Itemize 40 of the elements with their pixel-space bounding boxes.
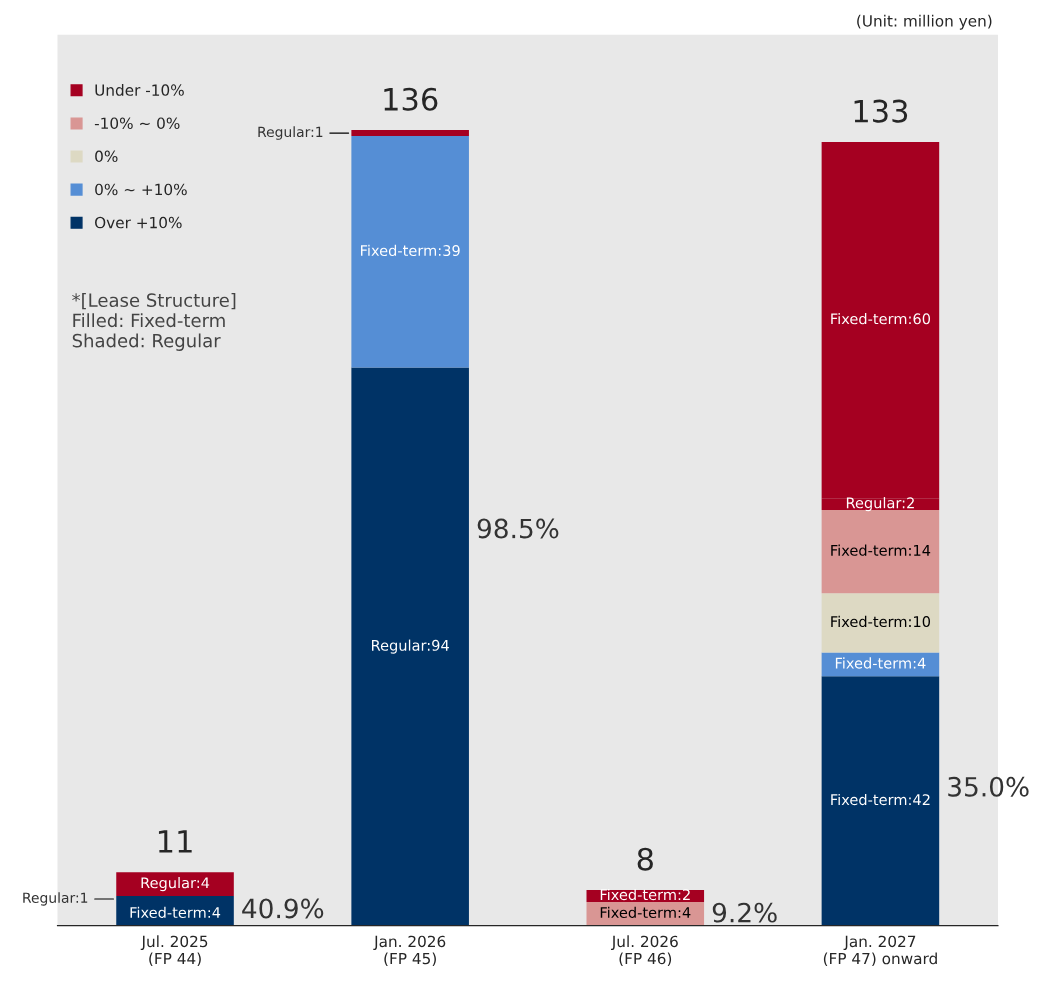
total-label: 136: [384, 87, 438, 111]
legend-label: 0% ~ +10%: [95, 183, 187, 196]
data-label: Regular:2: [846, 497, 914, 512]
data-label: Fixed-term:4: [130, 906, 221, 919]
bar: [351, 136, 469, 368]
legend-label: Over +10%: [95, 216, 182, 229]
bar: [821, 510, 940, 594]
data-label: Regular:1: [23, 892, 88, 906]
bar: [116, 872, 234, 896]
bar: [351, 367, 469, 926]
total-label: 8: [637, 847, 653, 871]
x-tick-label: Jul. 2025 (FP 44): [140, 935, 208, 967]
bar: [351, 130, 469, 137]
bar: [821, 593, 940, 653]
annotation: 9.2%: [712, 902, 777, 923]
data-label: Fixed-term:10: [831, 615, 931, 628]
data-label: Fixed-term:2: [600, 888, 690, 901]
legend-label: Under -10%: [95, 84, 184, 96]
x-tick-label: Jul. 2026 (FP 46): [610, 935, 678, 967]
x-tick-label: Jan. 2027 (FP 47) onward: [823, 935, 937, 967]
data-label: Fixed-term:42: [831, 793, 930, 806]
data-label: Fixed-term:39: [361, 244, 460, 257]
annotation: 98.5%: [477, 518, 559, 539]
x-tick-label: Jan. 2026 (FP 45): [373, 935, 446, 967]
data-label: Regular:94: [372, 639, 449, 654]
total-label: 133: [854, 99, 908, 123]
legend-label: 0%: [95, 150, 118, 163]
annotation: 40.9%: [242, 898, 324, 919]
legend-label: -10% ~ 0%: [94, 117, 180, 129]
annotation: 35.0%: [948, 776, 1029, 797]
data-label: Regular:1: [258, 126, 323, 140]
bar: [821, 676, 940, 926]
data-label: Fixed-term:60: [831, 313, 931, 325]
data-label: Regular:4: [141, 877, 210, 892]
annotation: *[Lease Structure] Filled: Fixed-term Shaded: Regular: [72, 293, 236, 351]
total-label: 11: [158, 830, 192, 853]
data-label: Fixed-term:14: [831, 544, 931, 556]
data-label: Fixed-term:4: [835, 657, 926, 669]
text: (Unit: million yen): [857, 14, 992, 30]
data-label: Fixed-term:4: [600, 906, 691, 919]
